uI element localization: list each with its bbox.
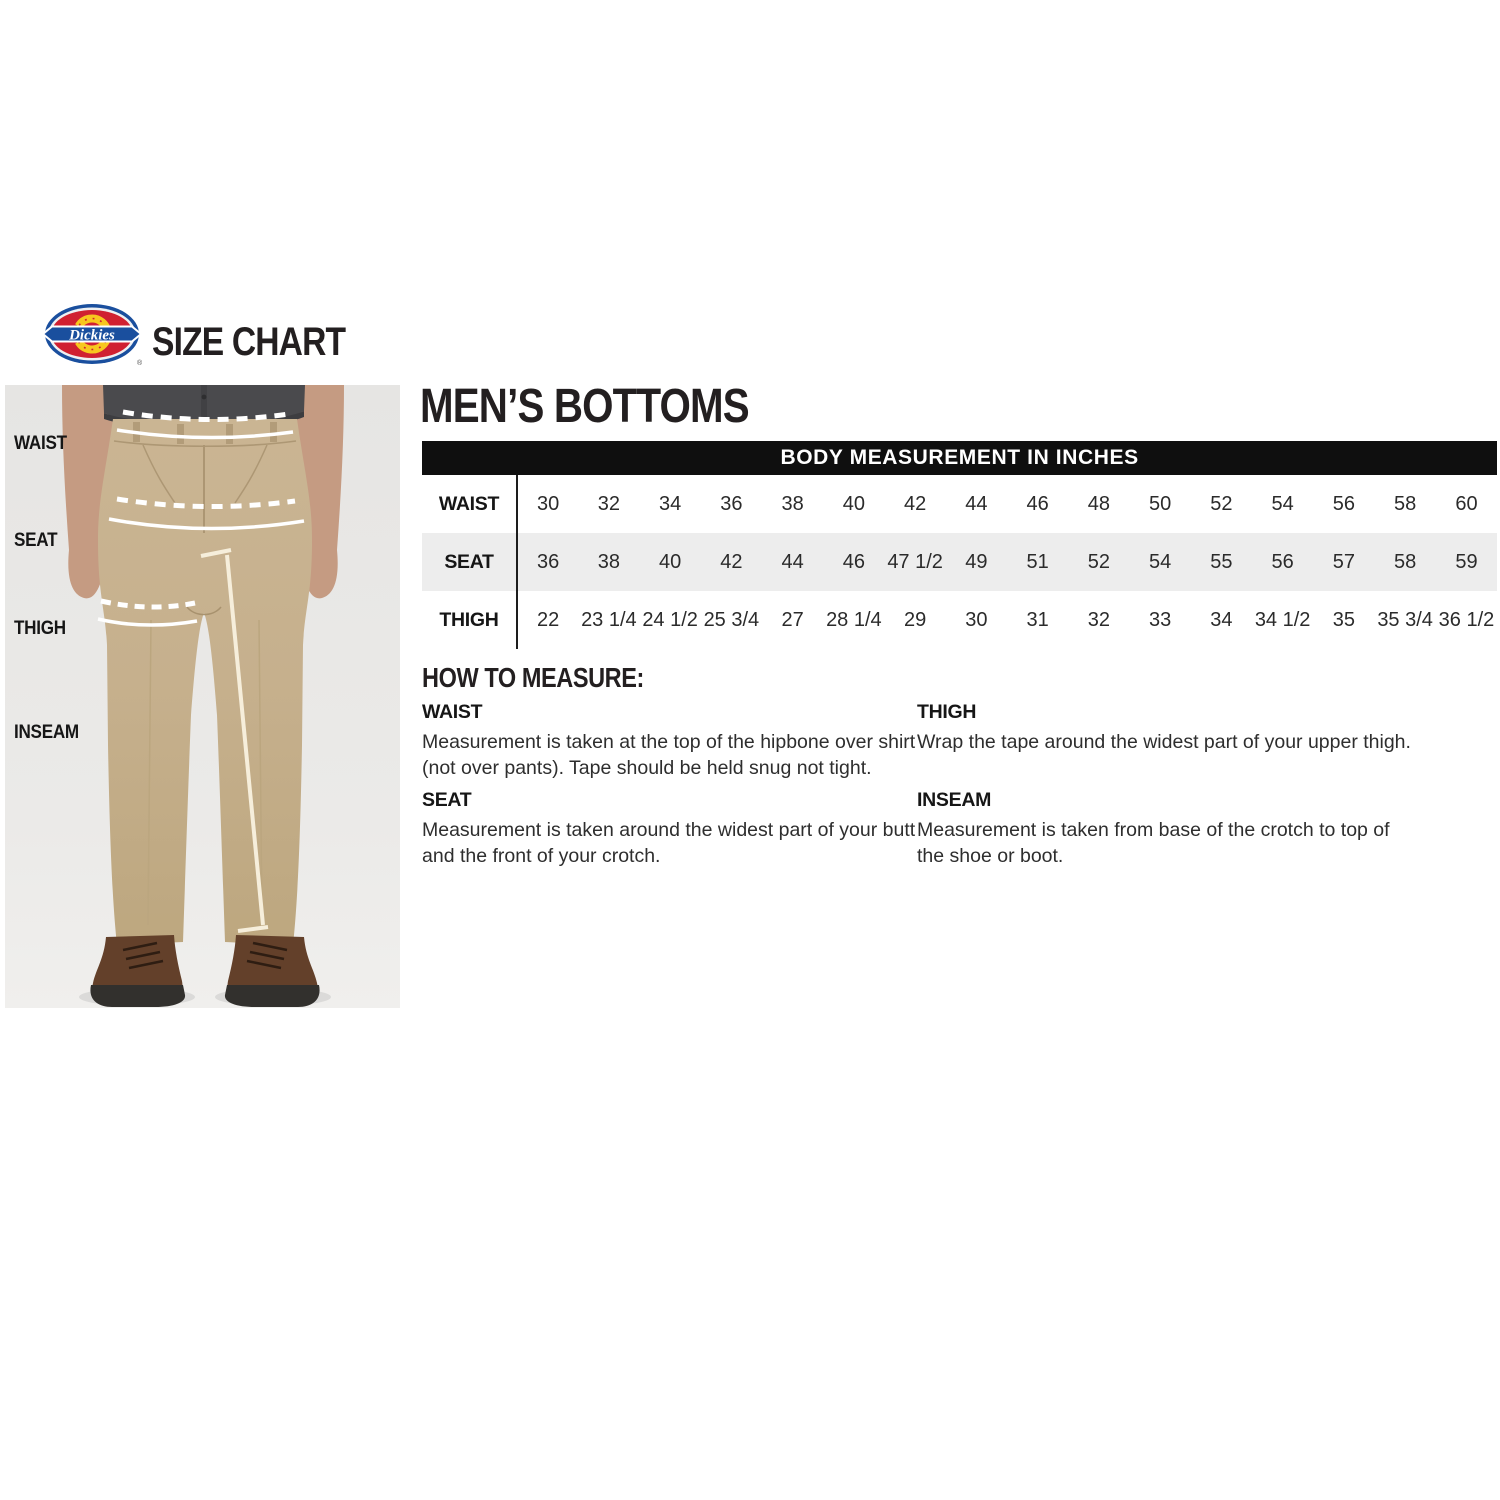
- size-value-cell: 60: [1455, 492, 1478, 515]
- table-header-bar: BODY MEASUREMENT IN INCHES: [422, 441, 1498, 475]
- size-value-cell: 34 1/2: [1254, 608, 1311, 631]
- size-value-cell: 40: [659, 550, 682, 573]
- size-value-cell: 28 1/4: [826, 608, 882, 631]
- size-value-cell: 50: [1149, 492, 1172, 515]
- size-value-cell: 49: [965, 550, 988, 573]
- how-to-text: Measurement is taken at the top of the h…: [422, 731, 916, 779]
- size-value-cell: 38: [781, 492, 804, 515]
- row-label: THIGH: [422, 591, 518, 649]
- size-value-cell: 36: [537, 550, 560, 573]
- size-value-cell: 31: [1026, 608, 1049, 631]
- size-value-cell: 47 1/2: [887, 550, 943, 573]
- size-value-cell: 38: [597, 550, 620, 573]
- size-value-cell: 54: [1149, 550, 1172, 573]
- size-value-cell: 55: [1210, 550, 1233, 573]
- how-to-waist: WAIST Measurement is taken at the top of…: [422, 701, 982, 781]
- size-value-cell: 25 3/4: [703, 608, 760, 631]
- size-table-row-thigh: THIGH 22 23 1/4 24 1/2 25 3/4 27 28 1/4 29 30 31 3…: [422, 591, 1497, 649]
- size-value-cell: 40: [842, 492, 865, 515]
- how-to-text: Measurement is taken from base of the cr…: [917, 819, 1390, 867]
- size-value-cell: 42: [720, 550, 743, 573]
- size-value-cell: 57: [1332, 550, 1355, 573]
- size-value-cell: 54: [1271, 492, 1294, 515]
- khaki-pants: [98, 419, 312, 945]
- size-value-cell: 59: [1455, 550, 1478, 573]
- size-value-cell: 32: [1087, 608, 1110, 631]
- section-title: MEN’S BOTTOMS: [420, 381, 811, 433]
- thigh-solid-line: [97, 617, 198, 627]
- size-value-cell: 56: [1332, 492, 1355, 515]
- how-to-text: Wrap the tape around the widest part of …: [917, 731, 1411, 753]
- seat-solid-line: [108, 517, 305, 531]
- how-to-label: THIGH: [917, 701, 977, 723]
- row-label: SEAT: [422, 533, 518, 591]
- size-value-cell: 29: [904, 608, 927, 631]
- logo-wordmark: Dickies: [68, 328, 115, 344]
- how-to-measure-title: HOW TO MEASURE:: [422, 662, 644, 693]
- figure-label-inseam: INSEAM: [14, 722, 79, 743]
- figure-label-thigh: THIGH: [14, 618, 66, 639]
- size-value-cell: 52: [1210, 492, 1233, 515]
- size-table-body: WAIST 30 32 34 36 38 40 42 44 46 48 50 52 54 56 58 60 SEA…: [422, 475, 1498, 649]
- page-title-text: SIZE CHART: [152, 320, 346, 364]
- size-value-cell: 34: [1210, 608, 1233, 631]
- waist-dashed-line: [122, 409, 290, 423]
- how-to-inseam: INSEAM Measurement is taken from base of…: [917, 789, 1477, 869]
- logo-banner: [42, 325, 142, 343]
- how-to-text: Measurement is taken around the widest p…: [422, 819, 916, 867]
- thigh-dashed-line: [100, 598, 196, 610]
- model-photo: [5, 385, 400, 1008]
- inseam-line: [200, 548, 269, 933]
- size-value-cell: 22: [537, 608, 560, 631]
- size-value-cell: 32: [597, 492, 620, 515]
- size-value-cell: 35 3/4: [1377, 608, 1433, 631]
- size-value-cell: 42: [904, 492, 927, 515]
- dickies-logo: Dickies ®: [42, 304, 142, 367]
- size-value-cell: 44: [965, 492, 988, 515]
- size-value-cell: 33: [1149, 608, 1172, 631]
- size-value-cell: 51: [1026, 550, 1049, 573]
- size-value-cell: 35: [1332, 608, 1355, 631]
- how-to-label: SEAT: [422, 789, 472, 811]
- size-value-cell: 36: [720, 492, 743, 515]
- figure-label-seat: SEAT: [14, 530, 58, 551]
- size-value-cell: 36 1/2: [1438, 608, 1495, 631]
- size-value-cell: 30: [537, 492, 560, 515]
- size-value-cell: 30: [965, 608, 988, 631]
- seat-dashed-line: [116, 496, 296, 510]
- size-value-cell: 46: [1026, 492, 1049, 515]
- size-value-cell: 23 1/4: [581, 608, 637, 631]
- section-title-text: MEN’S BOTTOMS: [420, 380, 750, 433]
- waist-solid-line: [116, 428, 294, 440]
- how-to-thigh: THIGH Wrap the tape around the widest pa…: [917, 701, 1477, 755]
- size-value-cell: 44: [781, 550, 804, 573]
- figure-label-waist: WAIST: [14, 433, 67, 454]
- size-value-cell: 24 1/2: [642, 608, 698, 631]
- row-label: WAIST: [422, 475, 518, 533]
- how-to-seat: SEAT Measurement is taken around the wid…: [422, 789, 982, 869]
- registered-mark: ®: [137, 359, 142, 367]
- size-table: BODY MEASUREMENT IN INCHES WAIST 30 32 34 36…: [422, 441, 1498, 649]
- size-value-cell: 34: [659, 492, 682, 515]
- size-table-row-seat: SEAT 36 38 40 42 44 46 47 1/2 49 51 52 54 55 56 57 58 59: [422, 533, 1498, 591]
- size-value-cell: 58: [1394, 492, 1417, 515]
- size-value-cell: 46: [842, 550, 865, 573]
- size-value-cell: 56: [1271, 550, 1294, 573]
- how-to-label: INSEAM: [917, 789, 992, 811]
- size-value-cell: 52: [1087, 550, 1110, 573]
- size-value-cell: 58: [1394, 550, 1417, 573]
- size-value-cell: 27: [781, 608, 804, 631]
- size-value-cell: 48: [1087, 492, 1110, 515]
- page-title: SIZE CHART: [152, 320, 382, 364]
- size-table-row-waist: WAIST 30 32 34 36 38 40 42 44 46 48 50 52 54 56 58 60: [422, 475, 1497, 533]
- how-to-label: WAIST: [422, 701, 483, 723]
